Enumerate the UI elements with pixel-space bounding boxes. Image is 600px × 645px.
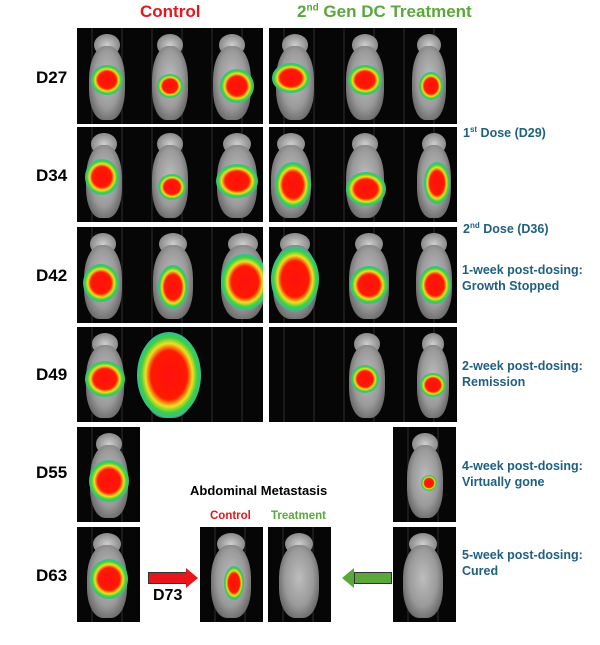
note-week1: 1-week post-dosing: Growth Stopped [462,263,583,293]
metastasis-title: Abdominal Metastasis [190,483,328,498]
day-label-d63: D63 [36,566,68,585]
bioluminescence-signal [91,65,123,95]
bioluminescence-signal [158,174,186,200]
red-arrow-shaft [148,572,188,584]
bioluminescence-signal [350,266,388,304]
bioluminescence-signal [419,266,451,304]
bioluminescence-signal [90,559,128,599]
green-arrow-icon [342,568,354,588]
bioluminescence-signal [419,72,443,100]
metastasis-control-label: Control [210,510,251,522]
image-panel-metastasis-control [200,527,263,622]
treatment-header-text: Gen DC Treatment [318,2,472,21]
metastasis-treatment-label: Treatment [271,510,326,522]
image-panel-treatment-d42 [269,227,457,323]
day-label-d49: D49 [36,365,68,384]
red-arrow-icon [186,568,198,588]
image-panel-treatment-d34 [269,127,457,222]
mouse [279,545,319,618]
image-panel-control-d49 [77,327,263,422]
image-panel-control-d34 [77,127,263,222]
treatment-header-sup: nd [306,2,319,14]
bioluminescence-signal [137,332,201,418]
bioluminescence-signal [346,172,386,206]
image-panel-control-d42 [77,227,263,323]
control-header: Control [140,2,201,21]
day-label-d27: D27 [36,68,68,87]
note-week2: 2-week post-dosing: Remission [462,359,583,389]
bioluminescence-signal [421,475,437,491]
day-label-d34: D34 [36,166,68,185]
bioluminescence-signal [420,373,446,397]
image-panel-treatment-d55 [393,427,456,522]
day-label-d55: D55 [36,463,68,482]
bioluminescence-signal [85,159,119,195]
bioluminescence-signal [216,164,258,198]
image-panel-control-d63 [77,527,140,622]
bioluminescence-signal [275,162,311,208]
image-panel-control-d27 [77,28,263,124]
day-label-d73: D73 [153,587,183,604]
bioluminescence-signal [224,566,244,600]
image-panel-control-d55 [77,427,140,522]
mouse [403,545,443,618]
bioluminescence-signal [351,365,379,393]
note-week5: 5-week post-dosing: Cured [462,548,583,578]
note-first-dose: 1st Dose (D29) [463,125,546,141]
bioluminescence-signal [157,74,183,98]
image-panel-treatment-d63 [393,527,456,622]
bioluminescence-signal [85,361,125,397]
treatment-header: 2nd Gen DC Treatment [297,2,472,22]
bioluminescence-signal [271,247,319,311]
note-week4: 4-week post-dosing: Virtually gone [462,459,583,489]
day-label-d42: D42 [36,266,68,285]
image-panel-treatment-d49 [269,327,457,422]
bioluminescence-signal [272,63,310,93]
bioluminescence-signal [348,65,382,95]
bioluminescence-signal [221,254,263,310]
image-panel-metastasis-treatment [268,527,331,622]
bioluminescence-signal [158,265,188,309]
bioluminescence-signal [424,162,450,204]
bioluminescence-signal [220,69,254,103]
bioluminescence-signal [89,460,129,502]
bioluminescence-signal [83,264,119,302]
treatment-header-number: 2 [297,2,307,21]
note-second-dose: 2nd Dose (D36) [463,221,549,237]
image-panel-treatment-d27 [269,28,457,124]
green-arrow-shaft [354,572,392,584]
